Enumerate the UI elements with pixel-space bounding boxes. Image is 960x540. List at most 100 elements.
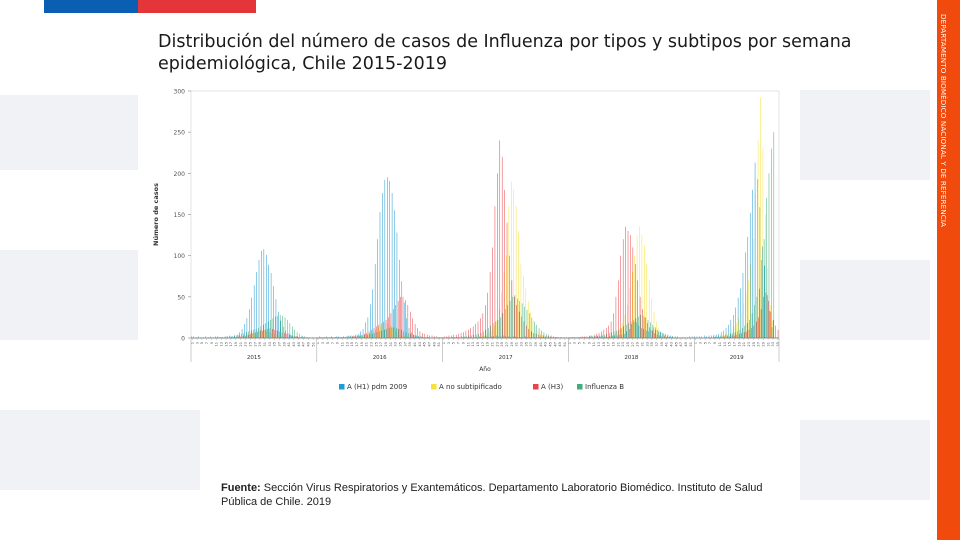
bar-a-h1-pdm-2009 [416, 335, 417, 338]
bar-a-no-subtipificado [373, 331, 374, 338]
bar-a-h1-pdm-2009 [728, 324, 729, 338]
bar-influenza-b [642, 315, 644, 338]
week-tick-label: 23 [747, 342, 751, 347]
week-tick-label: 7 [205, 342, 209, 344]
bar-a-h3- [550, 336, 551, 338]
bar-a-h1-pdm-2009 [282, 326, 284, 338]
bar-a-h3- [545, 336, 546, 338]
bar-a-no-subtipificado [240, 337, 241, 338]
bar-a-h3- [605, 328, 607, 338]
bar-a-h3- [475, 324, 476, 338]
bar-a-h3- [724, 336, 726, 338]
bar-influenza-b [357, 335, 358, 338]
bar-a-h1-pdm-2009 [491, 336, 492, 338]
bar-influenza-b [217, 337, 218, 338]
bar-a-h3- [576, 337, 578, 338]
bar-a-no-subtipificado [540, 333, 541, 338]
bar-a-h1-pdm-2009 [343, 336, 344, 338]
year-label: 2018 [624, 355, 638, 361]
bar-influenza-b [369, 333, 370, 338]
bar-influenza-b [638, 316, 639, 338]
bar-influenza-b [304, 336, 305, 338]
bar-influenza-b [727, 334, 729, 338]
bar-a-h1-pdm-2009 [534, 337, 536, 338]
week-tick-label: 19 [737, 341, 741, 346]
bar-a-h1-pdm-2009 [483, 336, 485, 338]
bar-a-h3- [630, 235, 631, 338]
bar-a-h1-pdm-2009 [725, 328, 727, 338]
bar-influenza-b [611, 332, 612, 338]
bar-a-no-subtipificado [254, 333, 256, 338]
week-tick-label: 39 [660, 341, 664, 346]
bar-influenza-b [667, 335, 668, 338]
bar-a-h1-pdm-2009 [660, 332, 661, 338]
bar-a-h1-pdm-2009 [766, 295, 768, 338]
week-tick-label: 31 [389, 342, 393, 347]
bar-a-h1-pdm-2009 [261, 250, 262, 338]
bar-a-h3- [489, 272, 491, 338]
bar-a-h1-pdm-2009 [624, 333, 625, 338]
bar-a-h3- [436, 336, 438, 338]
bar-influenza-b [342, 337, 344, 338]
bar-influenza-b [771, 148, 772, 338]
bar-a-no-subtipificado [264, 330, 265, 338]
bar-a-h1-pdm-2009 [394, 210, 395, 338]
bar-a-h1-pdm-2009 [292, 335, 294, 338]
bar-a-h1-pdm-2009 [316, 337, 318, 338]
bar-a-no-subtipificado [259, 331, 260, 338]
bar-a-no-subtipificado [760, 97, 761, 338]
bar-influenza-b [338, 337, 339, 338]
legend-label: A (H3) [541, 383, 563, 391]
bar-a-no-subtipificado [237, 337, 239, 338]
bar-a-h1-pdm-2009 [631, 324, 632, 338]
bar-a-no-subtipificado [552, 337, 553, 338]
week-tick-label: 27 [505, 342, 509, 347]
bar-a-h1-pdm-2009 [258, 259, 260, 338]
bar-influenza-b [628, 323, 629, 338]
bar-a-h1-pdm-2009 [428, 337, 429, 338]
bar-a-h3- [734, 335, 735, 338]
bar-a-h3- [470, 328, 471, 338]
background-tile [0, 410, 200, 490]
bar-a-no-subtipificado [532, 320, 534, 338]
week-tick-label: 35 [273, 342, 277, 347]
bar-a-h3- [402, 296, 404, 338]
bar-a-h1-pdm-2009 [621, 334, 623, 338]
bar-a-no-subtipificado [644, 245, 645, 338]
bar-a-h1-pdm-2009 [592, 337, 594, 338]
bar-a-h1-pdm-2009 [771, 327, 773, 338]
bar-a-h3- [518, 311, 520, 338]
bar-a-h3- [322, 337, 324, 338]
bar-a-no-subtipificado [530, 311, 531, 338]
bar-a-no-subtipificado [506, 255, 507, 338]
brand-bar-blue [44, 0, 138, 13]
bar-influenza-b [734, 332, 736, 338]
bar-a-no-subtipificado [661, 332, 662, 338]
bar-a-h1-pdm-2009 [689, 336, 690, 338]
bar-a-no-subtipificado [271, 333, 272, 338]
bar-influenza-b [461, 336, 462, 338]
week-tick-label: 11 [340, 342, 344, 347]
bar-influenza-b [759, 288, 760, 338]
bar-a-h3- [763, 296, 764, 338]
bar-a-h3- [276, 330, 278, 338]
bar-a-h3- [286, 333, 288, 338]
bar-a-h3- [538, 334, 539, 338]
bar-a-h1-pdm-2009 [299, 337, 301, 338]
bar-a-h1-pdm-2009 [740, 288, 741, 338]
bar-a-h1-pdm-2009 [251, 297, 252, 338]
bar-influenza-b [756, 296, 758, 338]
bar-a-h1-pdm-2009 [752, 189, 753, 338]
bar-a-h3- [775, 325, 776, 338]
bar-influenza-b [737, 331, 738, 338]
bar-a-h3- [589, 335, 590, 338]
bar-influenza-b [587, 337, 588, 338]
y-tick-label: 50 [177, 294, 185, 301]
bar-a-no-subtipificado [392, 328, 393, 338]
bar-a-h3- [472, 326, 474, 338]
side-strip-label: DEPARTAMENTO BIOMÉDICO NACIONAL Y DE REF… [939, 14, 948, 228]
bar-a-h3- [279, 331, 280, 338]
bar-a-h1-pdm-2009 [401, 281, 403, 338]
bar-a-no-subtipificado [542, 334, 543, 338]
bar-a-h1-pdm-2009 [614, 335, 615, 338]
